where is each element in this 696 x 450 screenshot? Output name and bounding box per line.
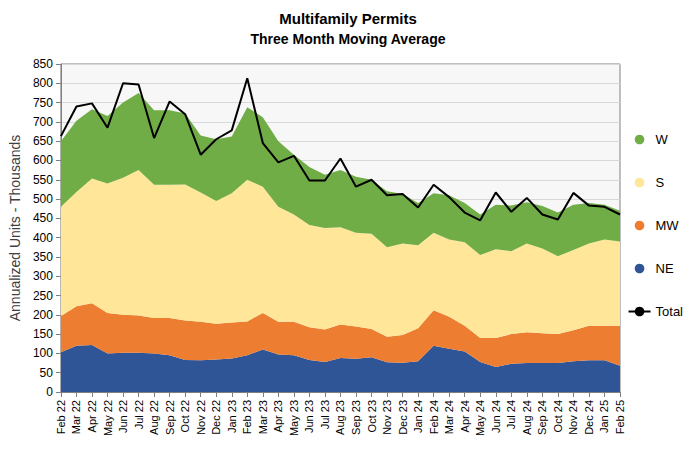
svg-text:200: 200 [33,308,53,322]
svg-text:W: W [656,132,669,147]
svg-text:Jun 23: Jun 23 [303,400,315,433]
svg-text:250: 250 [33,289,53,303]
svg-text:May 23: May 23 [288,400,300,436]
svg-text:MW: MW [656,218,680,233]
svg-text:Sep 22: Sep 22 [164,400,176,435]
svg-text:Mar 22: Mar 22 [70,400,82,434]
svg-text:Aug 23: Aug 23 [334,400,346,435]
svg-text:Jan 24: Jan 24 [412,400,424,433]
svg-text:May 22: May 22 [102,400,114,436]
svg-text:400: 400 [33,231,53,245]
svg-text:Dec 22: Dec 22 [210,400,222,435]
svg-text:S: S [656,175,665,190]
svg-text:Feb 23: Feb 23 [241,400,253,434]
svg-text:Jan 25: Jan 25 [598,400,610,433]
svg-text:Three Month Moving Average: Three Month Moving Average [251,31,446,47]
svg-text:Jan 23: Jan 23 [226,400,238,433]
svg-text:Feb 24: Feb 24 [428,400,440,434]
svg-text:Nov 23: Nov 23 [381,400,393,435]
svg-text:Nov 24: Nov 24 [567,400,579,435]
svg-text:Apr 24: Apr 24 [459,400,471,432]
svg-text:Total: Total [656,304,684,319]
svg-text:NE: NE [656,261,674,276]
svg-text:Mar 23: Mar 23 [257,400,269,434]
svg-text:550: 550 [33,173,53,187]
svg-text:Jun 24: Jun 24 [490,400,502,433]
svg-text:Nov 22: Nov 22 [195,400,207,435]
svg-text:Jul 23: Jul 23 [319,400,331,429]
svg-text:Mar 24: Mar 24 [443,400,455,434]
svg-text:700: 700 [33,115,53,129]
svg-text:Oct 22: Oct 22 [179,400,191,432]
svg-text:Jul 22: Jul 22 [133,400,145,429]
svg-text:500: 500 [33,192,53,206]
svg-text:0: 0 [46,385,53,399]
svg-text:800: 800 [33,76,53,90]
svg-text:Aug 22: Aug 22 [148,400,160,435]
svg-text:100: 100 [33,346,53,360]
svg-text:Multifamily Permits: Multifamily Permits [279,10,417,27]
svg-text:150: 150 [33,327,53,341]
svg-text:Feb 25: Feb 25 [614,400,626,434]
svg-text:Dec 23: Dec 23 [397,400,409,435]
svg-text:300: 300 [33,269,53,283]
svg-text:Sep 23: Sep 23 [350,400,362,435]
svg-text:750: 750 [33,96,53,110]
svg-text:850: 850 [33,57,53,71]
svg-text:Jun 22: Jun 22 [117,400,129,433]
svg-text:350: 350 [33,250,53,264]
svg-text:Jul 24: Jul 24 [505,400,517,429]
svg-text:Aug 24: Aug 24 [521,400,533,435]
svg-text:Oct 23: Oct 23 [366,400,378,432]
svg-text:May 24: May 24 [474,400,486,436]
svg-text:50: 50 [40,366,54,380]
svg-text:Feb 22: Feb 22 [55,400,67,434]
svg-text:650: 650 [33,134,53,148]
svg-text:600: 600 [33,153,53,167]
svg-text:Annualized Units - Thousands: Annualized Units - Thousands [7,135,23,322]
svg-text:Apr 22: Apr 22 [86,400,98,432]
svg-text:Dec 24: Dec 24 [583,400,595,435]
svg-text:450: 450 [33,211,53,225]
svg-text:Oct 24: Oct 24 [552,400,564,432]
svg-text:Apr 23: Apr 23 [272,400,284,432]
svg-text:Sep 24: Sep 24 [536,400,548,435]
